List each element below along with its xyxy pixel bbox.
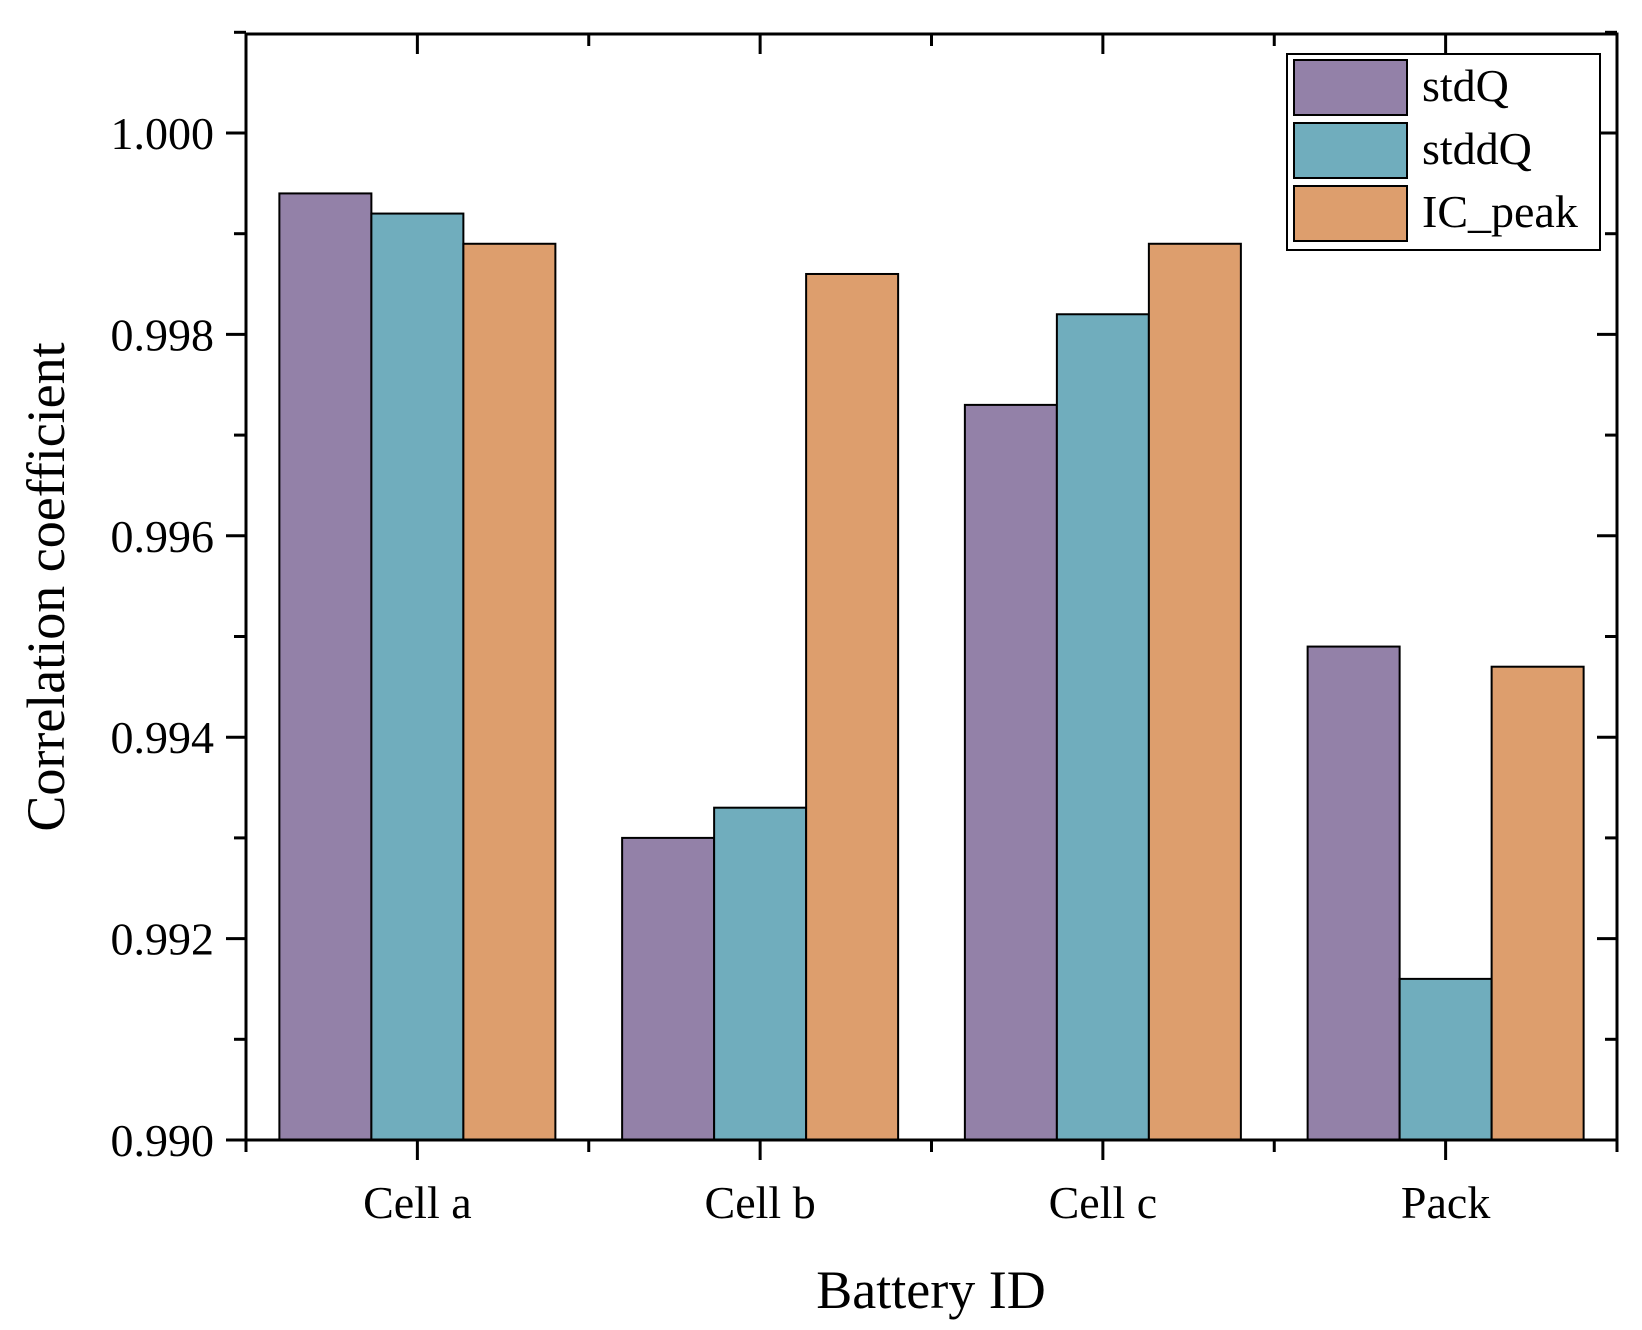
- bar-stddq-cell-c: [1055, 313, 1150, 1141]
- x-tick-label: Cell b: [705, 1177, 816, 1228]
- legend-swatch-stdq: [1293, 59, 1408, 116]
- bar-ic-peak-cell-c: [1147, 242, 1242, 1141]
- x-tick-label: Pack: [1401, 1177, 1490, 1228]
- y-axis-title: Correlation coefficient: [16, 342, 76, 831]
- bar-stddq-pack: [1398, 977, 1493, 1141]
- x-tick-label: Cell a: [363, 1177, 472, 1228]
- bar-stdq-cell-c: [963, 403, 1058, 1141]
- legend-swatch-stddq: [1293, 122, 1408, 179]
- bar-stdq-pack: [1306, 645, 1401, 1141]
- y-tick-label: 0.990: [111, 1115, 215, 1166]
- legend: stdQ stddQ IC_peak: [1286, 53, 1601, 251]
- y-tick-label: 0.998: [111, 309, 215, 360]
- y-tick-label: 1.000: [111, 108, 215, 159]
- bars-group: [278, 192, 1585, 1142]
- y-tick-labels: 0.990 0.992 0.994 0.996 0.998 1.000: [111, 108, 215, 1166]
- bar-stddq-cell-b: [713, 806, 808, 1141]
- bar-ic-peak-cell-b: [805, 272, 900, 1142]
- x-axis-title: Battery ID: [816, 1260, 1045, 1320]
- x-tick-label: Cell c: [1049, 1177, 1158, 1228]
- legend-swatch-ic-peak: [1293, 185, 1408, 242]
- bar-ic-peak-pack: [1490, 665, 1585, 1142]
- y-tick-label: 0.996: [111, 511, 215, 562]
- bar-ic-peak-cell-a: [462, 242, 557, 1141]
- legend-label: stdQ: [1422, 60, 1509, 111]
- bar-stdq-cell-a: [278, 192, 373, 1142]
- ticks-group: [226, 30, 1619, 1160]
- y-tick-label: 0.992: [111, 914, 215, 965]
- bar-stdq-cell-b: [621, 836, 716, 1142]
- y-tick-label: 0.994: [111, 712, 215, 763]
- legend-label: IC_peak: [1422, 186, 1578, 237]
- x-tick-labels: Cell a Cell b Cell c Pack: [363, 1177, 1490, 1228]
- legend-label: stddQ: [1422, 123, 1532, 174]
- bar-stddq-cell-a: [370, 212, 465, 1141]
